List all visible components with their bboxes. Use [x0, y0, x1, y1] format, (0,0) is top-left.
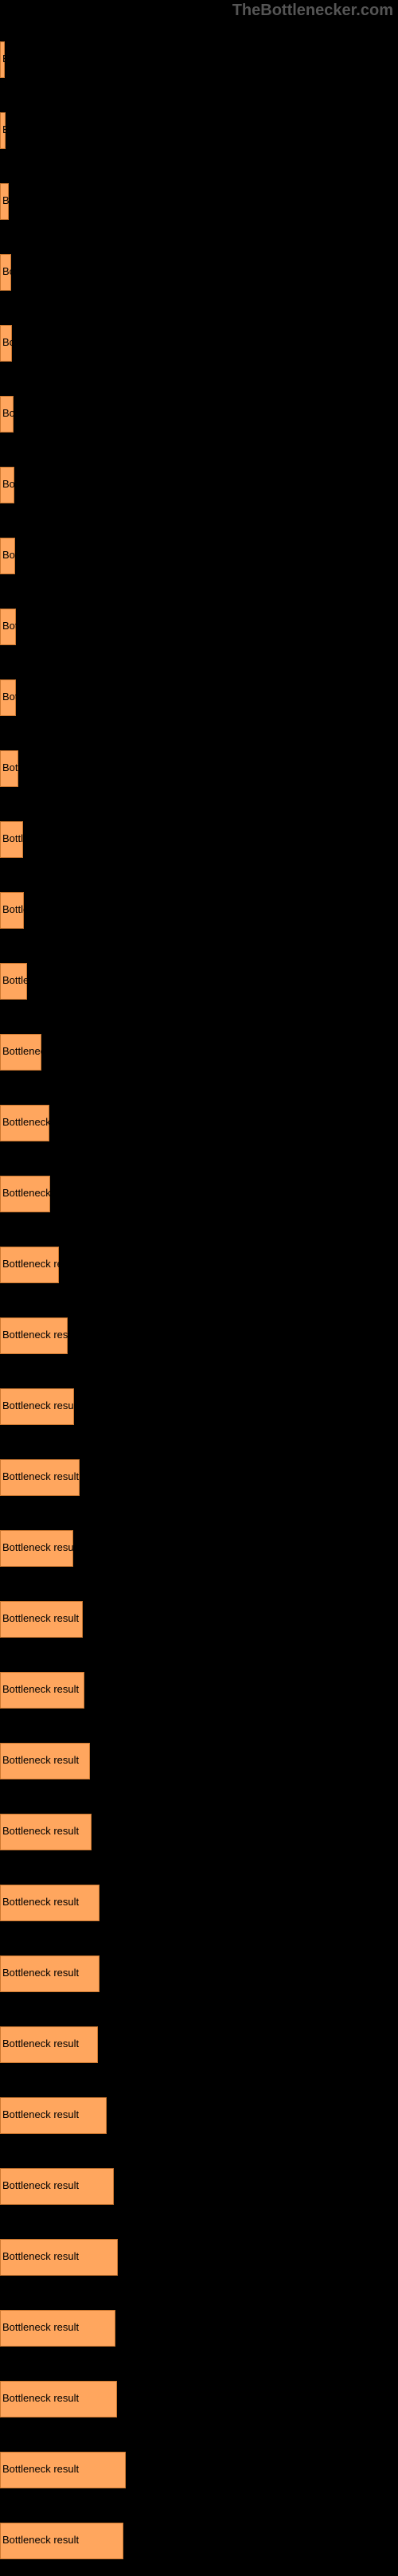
- bar-label: Bottleneck result: [2, 2179, 79, 2191]
- bar-label: Bottleneck result: [2, 2108, 79, 2120]
- bar-label: Bottleneck result: [2, 2392, 79, 2404]
- bar-row: Bottleneck result: [0, 2009, 398, 2080]
- bar-row: Bottleneck result: [0, 2434, 398, 2505]
- bar-row: Bottleneck result: [0, 1513, 398, 1584]
- bar-row: Bottleneck result: [0, 1016, 398, 1087]
- bar-label: Bottleneck result: [2, 123, 79, 135]
- bar-label: Bottleneck result: [2, 265, 79, 277]
- bar-label: Bottleneck result: [2, 1116, 79, 1128]
- bar-label: Bottleneck result: [2, 1612, 79, 1624]
- bar-label: Bottleneck result: [2, 1683, 79, 1695]
- bar-label: Bottleneck result: [2, 2534, 79, 2546]
- watermark-text: TheBottlenecker.com: [232, 2, 393, 20]
- bar-row: Bottleneck result: [0, 1371, 398, 1442]
- bar-label: Bottleneck result: [2, 1045, 79, 1057]
- bar-row: Bottleneck result: [0, 237, 398, 307]
- bar-row: Bottleneck result: [0, 2363, 398, 2434]
- bar-row: Bottleneck result: [0, 1158, 398, 1229]
- bar-row: Bottleneck result: [0, 520, 398, 591]
- bar-row: Bottleneck result: [0, 1725, 398, 1796]
- bar-label: Bottleneck result: [2, 2038, 79, 2049]
- bar-row: Bottleneck result: [0, 2080, 398, 2151]
- bar-row: Bottleneck result: [0, 2292, 398, 2363]
- bar-label: Bottleneck result: [2, 2250, 79, 2262]
- bar-row: Bottleneck result: [0, 945, 398, 1016]
- bar-label: Bottleneck result: [2, 1400, 79, 1411]
- bar-row: Bottleneck result: [0, 307, 398, 378]
- bar-label: Bottleneck result: [2, 1541, 79, 1553]
- bar-label: Bottleneck result: [2, 2463, 79, 2475]
- bar-label: Bottleneck result: [2, 761, 79, 773]
- bar-row: Bottleneck result: [0, 875, 398, 945]
- bar-label: Bottleneck result: [2, 336, 79, 348]
- bar-row: Bottleneck result: [0, 591, 398, 662]
- bar-label: Bottleneck result: [2, 1967, 79, 1979]
- bar-label: Bottleneck result: [2, 691, 79, 703]
- bar-row: Bottleneck result: [0, 24, 398, 95]
- bar-row: Bottleneck result: [0, 1087, 398, 1158]
- bar-row: Bottleneck result: [0, 804, 398, 875]
- bar-row: Bottleneck result: [0, 2222, 398, 2292]
- bar-label: Bottleneck result: [2, 1329, 79, 1341]
- bar-label: Bottleneck result: [2, 407, 79, 419]
- bar-row: Bottleneck result: [0, 166, 398, 237]
- bar-label: Bottleneck result: [2, 832, 79, 844]
- bar-label: Bottleneck result: [2, 194, 79, 206]
- bar-row: Bottleneck result: [0, 733, 398, 804]
- bar-label: Bottleneck result: [2, 1825, 79, 1837]
- bar-row: Bottleneck result: [0, 95, 398, 166]
- bar-chart: Bottleneck result Bottleneck result Bottle…: [0, 0, 398, 2576]
- bar-label: Bottleneck result: [2, 1258, 79, 1270]
- bar-label: Bottleneck result: [2, 549, 79, 561]
- bar-row: Bottleneck result: [0, 1867, 398, 1938]
- bar-label: Bottleneck result: [2, 974, 79, 986]
- bar-row: Bottleneck result: [0, 1654, 398, 1725]
- bar-label: Bottleneck result: [2, 620, 79, 632]
- bar-label: Bottleneck result: [2, 1896, 79, 1908]
- bar-row: Bottleneck result: [0, 1442, 398, 1513]
- bar-row: Bottleneck result: [0, 449, 398, 520]
- bar-label: Bottleneck result: [2, 2321, 79, 2333]
- bar-label: Bottleneck result: [2, 53, 79, 65]
- bar-row: Bottleneck result: [0, 1300, 398, 1371]
- bar-row: Bottleneck result: [0, 1796, 398, 1867]
- bar-row: Bottleneck result: [0, 1584, 398, 1654]
- bar-label: Bottleneck result: [2, 1754, 79, 1766]
- bar-label: Bottleneck result: [2, 478, 79, 490]
- bar-label: Bottleneck result: [2, 1470, 79, 1482]
- bar-label: Bottleneck result: [2, 1187, 79, 1199]
- bar-row: Bottleneck result: [0, 2505, 398, 2576]
- bar-row: Bottleneck result: [0, 1938, 398, 2009]
- bar-row: Bottleneck result: [0, 1229, 398, 1300]
- bar-label: Bottleneck result: [2, 903, 79, 915]
- bar-row: Bottleneck result: [0, 378, 398, 449]
- bar-row: Bottleneck result: [0, 662, 398, 733]
- bar-row: Bottleneck result: [0, 2151, 398, 2222]
